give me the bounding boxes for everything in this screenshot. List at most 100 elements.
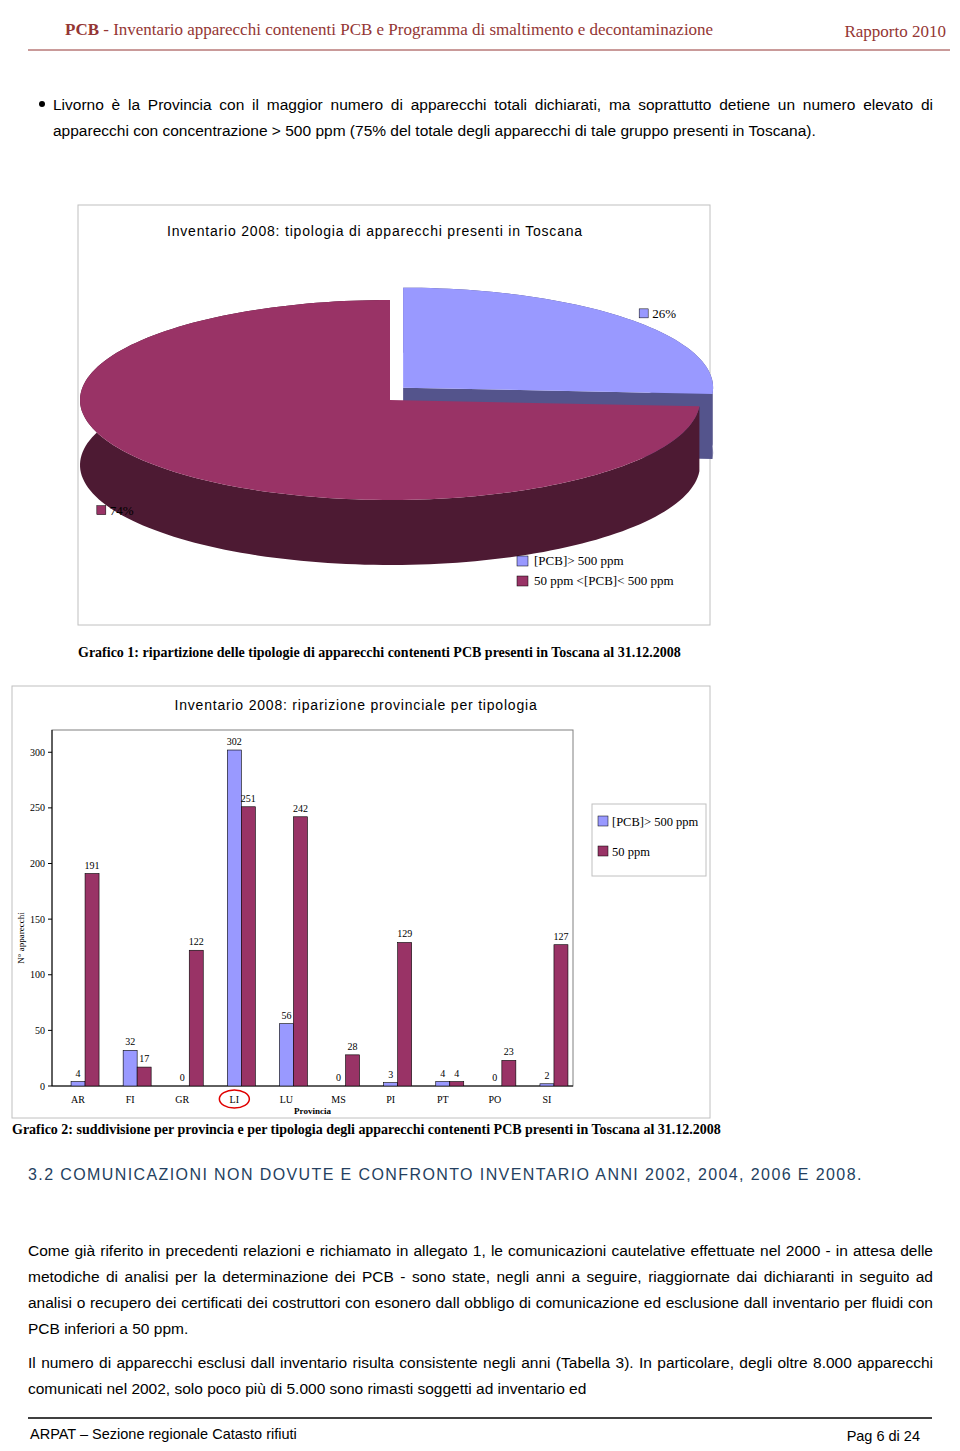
bar xyxy=(293,817,307,1086)
bar xyxy=(137,1067,151,1086)
header-title: PCB - Inventario apparecchi contenenti P… xyxy=(65,20,713,40)
data-label: 251 xyxy=(241,793,256,804)
bar xyxy=(71,1082,85,1086)
y-tick-label: 300 xyxy=(30,747,45,758)
y-tick xyxy=(48,863,52,864)
data-label: 26% xyxy=(652,306,676,321)
paragraph: Come già riferito in precedenti relazion… xyxy=(28,1238,933,1342)
data-label: 56 xyxy=(281,1010,291,1021)
bar xyxy=(502,1060,516,1086)
label-key xyxy=(97,506,106,515)
data-label: 0 xyxy=(180,1072,185,1083)
x-tick-label: LI xyxy=(230,1094,239,1105)
header-space xyxy=(99,20,103,39)
x-tick-label: PI xyxy=(386,1094,395,1105)
highlight-ellipse xyxy=(219,1090,249,1108)
caption: Grafico 2: suddivisione per provincia e … xyxy=(12,1122,721,1138)
y-tick xyxy=(48,807,52,808)
data-label: 302 xyxy=(227,736,242,747)
plot-frame xyxy=(52,730,573,1086)
chart-frame xyxy=(78,205,710,625)
data-label: 242 xyxy=(293,803,308,814)
pie-slice-group xyxy=(80,300,699,565)
data-label: 4 xyxy=(440,1068,445,1079)
data-labels: 419132170122302251562420283129440232127 xyxy=(76,736,569,1083)
x-tick-label: LU xyxy=(280,1094,294,1105)
bar xyxy=(332,1086,346,1087)
bar xyxy=(436,1082,450,1086)
data-label: 74% xyxy=(110,503,134,518)
bars xyxy=(71,750,568,1086)
data-label: 4 xyxy=(76,1068,81,1079)
legend-key xyxy=(598,846,608,856)
footer-left: ARPAT – Sezione regionale Catasto rifiut… xyxy=(30,1426,297,1442)
caption: Grafico 1: ripartizione delle tipologie … xyxy=(78,645,681,661)
chart-frame xyxy=(12,686,710,1118)
legend-label: 50 ppm xyxy=(612,845,650,859)
data-label: 129 xyxy=(397,928,412,939)
legend-label: [PCB]> 500 ppm xyxy=(612,815,699,829)
bullet-dot xyxy=(39,101,45,107)
y-tick xyxy=(48,1030,52,1031)
pie-slice xyxy=(403,288,713,394)
data-label: 191 xyxy=(85,860,100,871)
x-tick-label: GR xyxy=(175,1094,189,1105)
bar xyxy=(384,1083,398,1086)
y-tick-label: 150 xyxy=(30,914,45,925)
bar-chart: Inventario 2008: riparizione provinciale… xyxy=(12,686,710,1118)
page: {"header": {"acronym": "PCB", "title": "… xyxy=(0,0,960,1451)
x-tick-label: SI xyxy=(542,1094,551,1105)
y-tick xyxy=(48,752,52,753)
bullet-text: Livorno è la Provincia con il maggior nu… xyxy=(53,92,933,143)
page-graphics: Inventario 2008: tipologia di apparecchi… xyxy=(0,0,960,1451)
legend-label: 50 ppm <[PCB]< 500 ppm xyxy=(534,573,674,588)
y-tick xyxy=(48,1086,52,1087)
pie-slice-side xyxy=(80,300,699,565)
bar xyxy=(227,750,241,1086)
bar xyxy=(85,874,99,1086)
data-label: 32 xyxy=(125,1036,135,1047)
x-tick-label: PT xyxy=(437,1094,449,1105)
bar xyxy=(554,945,568,1086)
pie-slice xyxy=(80,300,699,500)
bar xyxy=(488,1086,502,1087)
footer-rule xyxy=(28,1417,932,1419)
bar xyxy=(279,1024,293,1086)
y-tick-label: 200 xyxy=(30,858,45,869)
x-tick-label: FI xyxy=(126,1094,135,1105)
data-label: 0 xyxy=(336,1072,341,1083)
data-label: 0 xyxy=(492,1072,497,1083)
section-heading: 3.2 COMUNICAZIONI NON DOVUTE E CONFRONTO… xyxy=(28,1163,928,1186)
data-label: 17 xyxy=(139,1053,149,1064)
pie-chart: Inventario 2008: tipologia di apparecchi… xyxy=(78,205,713,625)
legend-box xyxy=(592,804,706,876)
header-report: Rapporto 2010 xyxy=(844,22,946,42)
paragraph: Il numero di apparecchi esclusi dall inv… xyxy=(28,1350,933,1402)
chart-title: Inventario 2008: tipologia di apparecchi… xyxy=(167,223,583,239)
chart-title: Inventario 2008: riparizione provinciale… xyxy=(174,697,537,713)
data-label: 28 xyxy=(348,1041,358,1052)
bar xyxy=(450,1082,464,1086)
bar xyxy=(189,950,203,1086)
label-key xyxy=(639,309,648,318)
y-tick xyxy=(48,974,52,975)
bar xyxy=(123,1050,137,1086)
y-tick-label: 0 xyxy=(40,1081,45,1092)
bar xyxy=(398,942,412,1086)
bar xyxy=(540,1084,554,1086)
x-tick-label: AR xyxy=(71,1094,85,1105)
y-axis xyxy=(52,730,53,1086)
data-label: 122 xyxy=(189,936,204,947)
y-axis-label: N° apparecchi xyxy=(16,912,26,964)
header-text: - Inventario apparecchi contenenti PCB e… xyxy=(103,20,713,39)
legend-key xyxy=(517,576,528,586)
legend-key xyxy=(517,556,528,566)
data-label: 3 xyxy=(388,1069,393,1080)
y-tick-label: 250 xyxy=(30,802,45,813)
legend-label: [PCB]> 500 ppm xyxy=(534,553,624,568)
y-tick xyxy=(48,919,52,920)
x-axis-label: Provincia xyxy=(294,1106,331,1116)
y-tick-label: 50 xyxy=(35,1025,45,1036)
data-label: 2 xyxy=(544,1070,549,1081)
bar xyxy=(241,807,255,1086)
